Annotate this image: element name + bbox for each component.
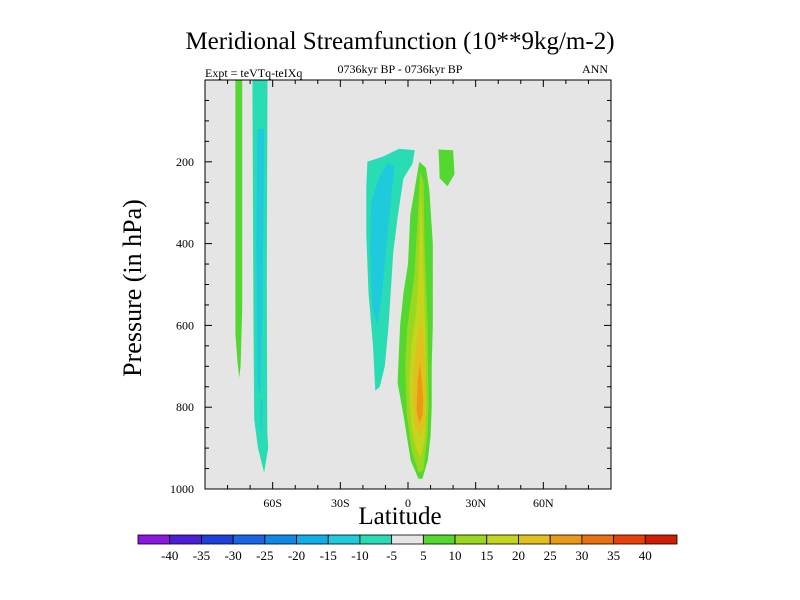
colorbar-swatch bbox=[518, 534, 551, 545]
chart-title: Meridional Streamfunction (10**9kg/m-2) bbox=[185, 28, 615, 55]
colorbar-label: -5 bbox=[386, 548, 397, 563]
colorbar-label: -20 bbox=[288, 548, 305, 563]
colorbar-swatch bbox=[486, 534, 519, 545]
colorbar-label: 40 bbox=[639, 548, 652, 563]
contour-green-strip-left bbox=[235, 80, 243, 378]
x-axis-label: Latitude bbox=[358, 503, 442, 530]
contour-blue-core-high-lat-deep bbox=[260, 399, 263, 432]
colorbar-swatch bbox=[169, 534, 202, 545]
colorbar-swatch bbox=[137, 534, 171, 545]
colorbar-label: 20 bbox=[512, 548, 525, 563]
x-tick-label: 30S bbox=[331, 496, 350, 510]
x-tick-label: 30N bbox=[465, 496, 486, 510]
colorbar-swatch bbox=[613, 534, 646, 545]
colorbar-label: 30 bbox=[575, 548, 588, 563]
colorbar-swatch bbox=[422, 534, 456, 545]
colorbar-label: 25 bbox=[544, 548, 557, 563]
colorbar-swatch bbox=[327, 534, 361, 545]
colorbar-label: 15 bbox=[480, 548, 493, 563]
colorbar-label: 35 bbox=[607, 548, 620, 563]
colorbar-label: -15 bbox=[320, 548, 337, 563]
season-label: ANN bbox=[582, 62, 608, 76]
colorbar-swatch bbox=[296, 534, 329, 545]
colorbar-swatch bbox=[454, 534, 488, 545]
y-tick-label: 600 bbox=[176, 318, 194, 332]
contour-orange-core bbox=[416, 362, 424, 424]
colorbar-label: -30 bbox=[224, 548, 241, 563]
contour-blue-core-high-lat bbox=[256, 129, 265, 395]
colorbar-swatch bbox=[644, 534, 678, 545]
colorbar-label: -10 bbox=[351, 548, 368, 563]
colorbar-swatch bbox=[581, 534, 614, 545]
y-tick-label: 800 bbox=[176, 400, 194, 414]
colorbar-label: 5 bbox=[420, 548, 427, 563]
chart-subtitle: 0736kyr BP - 0736kyr BP bbox=[337, 62, 463, 76]
colorbar-label: -40 bbox=[161, 548, 178, 563]
experiment-label: Expt = teVTq-teIXq bbox=[205, 66, 303, 80]
colorbar-label: -35 bbox=[193, 548, 210, 563]
colorbar-swatch bbox=[359, 534, 393, 545]
contour-blue-core-tropics bbox=[370, 163, 395, 326]
y-tick-label: 400 bbox=[176, 237, 194, 251]
colorbar-swatch bbox=[391, 534, 424, 545]
colorbar-label: 10 bbox=[449, 548, 462, 563]
colorbar-swatch bbox=[201, 534, 234, 545]
x-tick-label: 0 bbox=[405, 496, 411, 510]
y-tick-label: 200 bbox=[176, 155, 194, 169]
colorbar-swatch bbox=[549, 534, 583, 545]
x-tick-label: 60N bbox=[533, 496, 554, 510]
colorbar-swatch bbox=[264, 534, 297, 545]
y-tick-label: 1000 bbox=[170, 482, 194, 496]
contour-green-cell-upper-nh bbox=[438, 149, 455, 187]
colorbar-swatch bbox=[232, 534, 266, 545]
x-tick-label: 60S bbox=[263, 496, 282, 510]
colorbar-label: -25 bbox=[256, 548, 273, 563]
